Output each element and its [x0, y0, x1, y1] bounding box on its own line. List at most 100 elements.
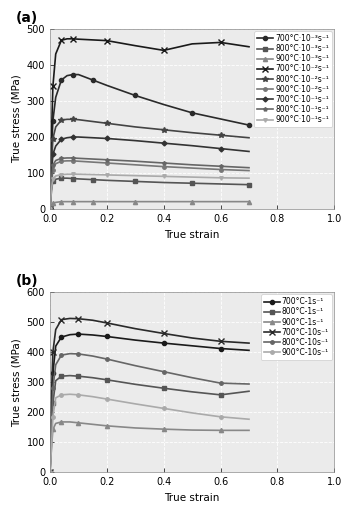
900°C-1s⁻¹ [133, 425, 137, 431]
800°C·10⁻³s⁻¹ [49, 188, 54, 194]
X-axis label: True strain: True strain [164, 493, 220, 503]
800°C-10s⁻¹ [68, 351, 72, 357]
800°C-10s⁻¹ [51, 385, 55, 391]
800°C·10⁻²s⁻¹ [105, 120, 109, 126]
700°C·10⁻¹s⁻¹ [71, 134, 75, 140]
900°C-1s⁻¹ [59, 419, 64, 425]
800°C·10⁻¹s⁻¹ [247, 164, 251, 171]
700°C·10⁻²s⁻¹ [162, 47, 166, 53]
900°C·10⁻¹s⁻¹ [162, 173, 166, 179]
900°C·10⁻³s⁻¹ [91, 198, 95, 205]
800°C·10⁻¹s⁻¹ [219, 163, 223, 169]
900°C-1s⁻¹ [49, 445, 54, 451]
700°C·10⁻³s⁻¹ [51, 118, 55, 124]
900°C-1s⁻¹ [91, 421, 95, 428]
700°C·10⁻²s⁻¹ [105, 38, 109, 44]
800°C-1s⁻¹ [54, 378, 58, 384]
Line: 700°C-10s⁻¹: 700°C-10s⁻¹ [47, 316, 252, 475]
800°C-1s⁻¹ [51, 400, 55, 407]
Legend: 700°C-1s⁻¹, 800°C-1s⁻¹, 900°C-1s⁻¹, 700°C-10s⁻¹, 800°C-10s⁻¹, 900°C-10s⁻¹: 700°C-1s⁻¹, 800°C-1s⁻¹, 900°C-1s⁻¹, 700°… [261, 294, 332, 360]
800°C-1s⁻¹ [48, 469, 52, 475]
700°C-1s⁻¹ [54, 343, 58, 349]
Line: 900°C-1s⁻¹: 900°C-1s⁻¹ [48, 420, 251, 474]
900°C·10⁻²s⁻¹ [105, 160, 109, 166]
700°C-1s⁻¹ [48, 469, 52, 475]
900°C-10s⁻¹ [105, 396, 109, 402]
900°C·10⁻³s⁻¹ [190, 198, 194, 205]
800°C-10s⁻¹ [105, 356, 109, 362]
800°C-10s⁻¹ [190, 375, 194, 381]
700°C-1s⁻¹ [59, 334, 64, 340]
800°C-10s⁻¹ [54, 362, 58, 368]
800°C-1s⁻¹ [133, 381, 137, 388]
800°C·10⁻³s⁻¹ [65, 175, 69, 181]
700°C-1s⁻¹ [49, 409, 54, 415]
800°C·10⁻¹s⁻¹ [49, 177, 54, 183]
900°C·10⁻³s⁻¹ [51, 200, 55, 207]
700°C·10⁻³s⁻¹ [162, 101, 166, 107]
900°C·10⁻¹s⁻¹ [65, 171, 69, 177]
800°C-10s⁻¹ [219, 380, 223, 386]
700°C·10⁻¹s⁻¹ [65, 135, 69, 141]
900°C-1s⁻¹ [54, 420, 58, 427]
700°C·10⁻²s⁻¹ [65, 36, 69, 42]
900°C·10⁻³s⁻¹ [65, 198, 69, 205]
700°C-10s⁻¹ [162, 331, 166, 337]
700°C-10s⁻¹ [219, 338, 223, 344]
800°C·10⁻²s⁻¹ [76, 117, 80, 123]
800°C-1s⁻¹ [76, 373, 80, 379]
800°C-10s⁻¹ [247, 381, 251, 387]
900°C-10s⁻¹ [49, 445, 54, 451]
700°C·10⁻¹s⁻¹ [59, 136, 64, 142]
800°C·10⁻³s⁻¹ [51, 178, 55, 184]
900°C-1s⁻¹ [162, 426, 166, 432]
800°C·10⁻³s⁻¹ [190, 180, 194, 186]
Line: 800°C·10⁻³s⁻¹: 800°C·10⁻³s⁻¹ [48, 176, 251, 211]
700°C·10⁻²s⁻¹ [51, 83, 55, 89]
800°C-10s⁻¹ [133, 362, 137, 369]
900°C-1s⁻¹ [247, 427, 251, 433]
Y-axis label: True stress (MPa): True stress (MPa) [11, 75, 21, 163]
700°C-10s⁻¹ [54, 326, 58, 333]
900°C·10⁻³s⁻¹ [49, 203, 54, 209]
900°C·10⁻²s⁻¹ [133, 162, 137, 168]
900°C-1s⁻¹ [190, 427, 194, 433]
900°C·10⁻¹s⁻¹ [51, 175, 55, 181]
700°C·10⁻¹s⁻¹ [247, 149, 251, 155]
900°C·10⁻¹s⁻¹ [190, 174, 194, 180]
900°C·10⁻³s⁻¹ [162, 198, 166, 205]
900°C-1s⁻¹ [219, 427, 223, 433]
800°C·10⁻²s⁻¹ [162, 127, 166, 133]
900°C-1s⁻¹ [105, 423, 109, 429]
X-axis label: True strain: True strain [164, 230, 220, 240]
700°C·10⁻²s⁻¹ [133, 43, 137, 49]
800°C-1s⁻¹ [91, 375, 95, 381]
700°C·10⁻¹s⁻¹ [133, 138, 137, 144]
900°C·10⁻²s⁻¹ [162, 163, 166, 170]
700°C-1s⁻¹ [190, 343, 194, 349]
700°C·10⁻²s⁻¹ [49, 134, 54, 140]
900°C-1s⁻¹ [48, 469, 52, 475]
700°C·10⁻³s⁻¹ [91, 77, 95, 83]
800°C·10⁻²s⁻¹ [48, 206, 52, 212]
800°C·10⁻¹s⁻¹ [48, 206, 52, 212]
900°C·10⁻²s⁻¹ [54, 161, 58, 167]
700°C·10⁻²s⁻¹ [48, 206, 52, 212]
700°C·10⁻¹s⁻¹ [105, 135, 109, 141]
900°C·10⁻³s⁻¹ [247, 198, 251, 205]
900°C·10⁻¹s⁻¹ [71, 171, 75, 177]
Y-axis label: True stress (MPa): True stress (MPa) [11, 338, 21, 427]
900°C·10⁻³s⁻¹ [133, 198, 137, 205]
900°C·10⁻²s⁻¹ [51, 167, 55, 173]
700°C·10⁻³s⁻¹ [65, 72, 69, 79]
700°C·10⁻¹s⁻¹ [76, 134, 80, 140]
700°C·10⁻¹s⁻¹ [219, 145, 223, 152]
700°C·10⁻¹s⁻¹ [48, 206, 52, 212]
800°C·10⁻¹s⁻¹ [51, 162, 55, 168]
700°C·10⁻³s⁻¹ [190, 110, 194, 116]
800°C·10⁻³s⁻¹ [48, 206, 52, 212]
700°C-1s⁻¹ [247, 347, 251, 354]
700°C·10⁻³s⁻¹ [71, 71, 75, 78]
800°C·10⁻³s⁻¹ [54, 176, 58, 182]
800°C·10⁻²s⁻¹ [71, 116, 75, 122]
